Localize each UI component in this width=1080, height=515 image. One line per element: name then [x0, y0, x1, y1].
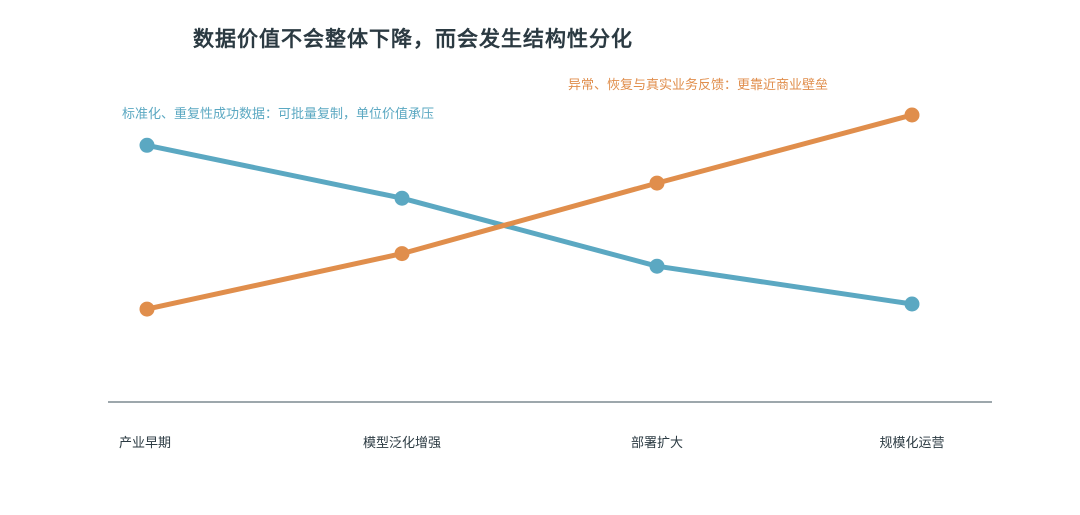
data-point-anomaly-3 [904, 107, 920, 123]
data-point-standardized-1 [394, 190, 410, 206]
data-point-standardized-3 [904, 296, 920, 312]
x-tick-label-1: 模型泛化增强 [363, 436, 441, 451]
x-tick-label-2: 部署扩大 [631, 436, 683, 451]
data-point-anomaly-1 [394, 246, 410, 262]
data-point-standardized-0 [139, 137, 155, 153]
series-label-anomaly: 异常、恢复与真实业务反馈：更靠近商业壁垒 [568, 77, 828, 93]
series-line-anomaly [144, 112, 915, 312]
chart-title: 数据价值不会整体下降，而会发生结构性分化 [193, 27, 633, 51]
series-label-standardized: 标准化、重复性成功数据：可批量复制，单位价值承压 [122, 106, 434, 122]
data-point-anomaly-0 [139, 301, 155, 317]
data-point-anomaly-2 [649, 175, 665, 191]
data-point-standardized-2 [649, 258, 665, 274]
x-tick-label-3: 规模化运营 [879, 436, 944, 451]
x-tick-label-0: 产业早期 [119, 436, 171, 451]
series-line-standardized [144, 142, 915, 307]
